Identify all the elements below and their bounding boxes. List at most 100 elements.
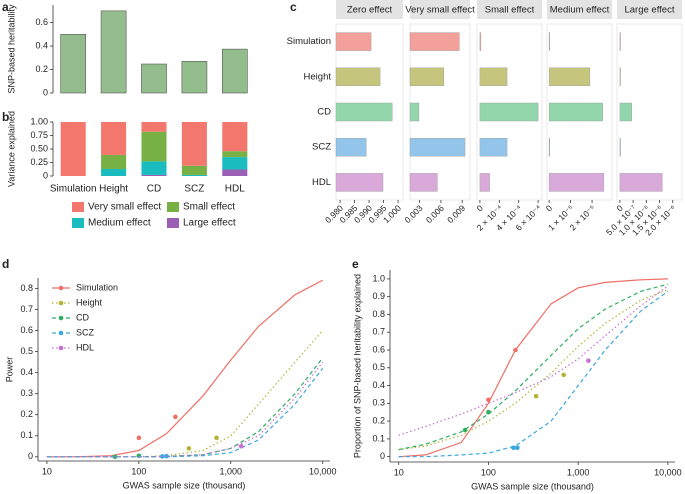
y-tick-label: 0: [380, 451, 385, 461]
y-tick-label: 0.7: [372, 327, 385, 337]
y-tick-label: 0.4: [372, 380, 385, 390]
facet-header: [547, 0, 612, 19]
bar: [100, 10, 127, 94]
facet-header: [617, 0, 682, 19]
y-tick-label: 0: [28, 451, 33, 461]
bar: [479, 67, 508, 87]
bar: [619, 137, 621, 157]
data-point: [160, 454, 165, 459]
bar: [335, 173, 384, 192]
bar-segment: [181, 165, 207, 175]
y-tick-label: 0: [43, 87, 48, 97]
bar: [548, 173, 605, 192]
x-tick-label: 1,000: [220, 466, 243, 476]
y-tick-label: 0.1: [372, 433, 385, 443]
bar: [335, 102, 393, 122]
y-tick-label: 0.4: [35, 40, 48, 50]
data-point: [462, 427, 468, 433]
panel-label: d: [2, 257, 9, 271]
bar: [409, 32, 460, 51]
y-tick-label: 0.7: [20, 304, 33, 314]
y-tick-label: 0.6: [20, 325, 33, 335]
bar: [548, 32, 550, 51]
row-label: CD: [317, 107, 331, 118]
y-tick-label: 0.9: [372, 291, 385, 301]
legend-point: [58, 285, 64, 291]
data-point: [238, 443, 244, 449]
bar-segment: [222, 169, 248, 176]
data-point: [136, 435, 142, 441]
x-axis-label: GWAS sample size (thousand): [123, 480, 246, 490]
x-tick-label: 10: [394, 467, 404, 477]
y-tick-label: 0.3: [372, 398, 385, 408]
panel-label: c: [290, 0, 297, 14]
data-point: [173, 414, 178, 420]
x-tick-label: Height: [99, 184, 128, 195]
legend-label: Height: [76, 297, 103, 307]
data-point: [533, 393, 539, 399]
bar: [619, 32, 621, 51]
data-point: [511, 445, 516, 451]
legend-point: [58, 330, 64, 336]
row-label: Height: [304, 71, 332, 82]
bar: [335, 32, 372, 51]
bar: [409, 137, 466, 157]
bar: [60, 34, 87, 94]
facet-panel: [616, 23, 683, 201]
x-tick-label: 10,000: [309, 466, 337, 476]
data-point: [586, 358, 591, 363]
facet-header: [477, 0, 542, 19]
y-tick-label: 0.5: [20, 346, 33, 356]
x-tick-label: 0.009: [445, 203, 467, 225]
y-tick-label: 0.8: [372, 309, 385, 319]
bar: [335, 137, 367, 157]
series-line: [398, 278, 668, 458]
y-tick-label: 0.50: [30, 143, 48, 153]
x-tick-label: 100: [131, 466, 146, 476]
series-line: [398, 283, 669, 451]
y-tick-label: 0.3: [20, 388, 33, 398]
y-axis-label: Power: [4, 357, 14, 383]
y-axis-label: SNP-based heritability: [6, 4, 16, 94]
facet-title: Very small effect: [405, 5, 475, 16]
panel-label: a: [2, 0, 9, 14]
panel-label: b: [2, 110, 9, 124]
bar: [479, 32, 482, 51]
legend-label: SCZ: [76, 327, 95, 337]
bar: [479, 102, 539, 122]
bar: [181, 61, 208, 94]
facet-header: [336, 0, 403, 19]
legend-point: [58, 345, 64, 351]
data-point: [515, 445, 520, 451]
bar-segment: [141, 174, 167, 176]
bar: [409, 67, 444, 87]
series-line: [46, 357, 324, 458]
bar-segment: [222, 122, 248, 152]
legend-label: Simulation: [76, 282, 118, 292]
legend-swatch: [167, 218, 179, 228]
y-tick-label: 1.0: [372, 273, 385, 283]
y-axis-label: Proportion of SNP-based heritability exp…: [352, 274, 362, 458]
legend-label: Medium effect: [88, 218, 151, 229]
bar: [619, 67, 621, 87]
data-point: [561, 372, 567, 378]
bar-segment: [141, 161, 167, 175]
x-tick-label: 0.003: [403, 203, 425, 225]
x-tick-label: CD: [147, 184, 161, 195]
bar-segment: [60, 122, 86, 176]
x-tick-label: 10: [42, 466, 52, 476]
data-point: [164, 453, 169, 459]
y-axis-label: Variance explained: [6, 111, 16, 187]
series-line: [398, 290, 669, 458]
x-tick-label: 0: [544, 203, 555, 214]
bar: [479, 137, 508, 157]
facet-header: [410, 0, 470, 19]
data-point: [186, 446, 192, 451]
bar-segment: [101, 168, 127, 176]
series-line: [398, 285, 669, 436]
bar: [141, 63, 167, 94]
legend-label: CD: [76, 312, 89, 322]
x-tick-label: 10,000: [654, 467, 682, 477]
bar-segment: [141, 131, 167, 162]
